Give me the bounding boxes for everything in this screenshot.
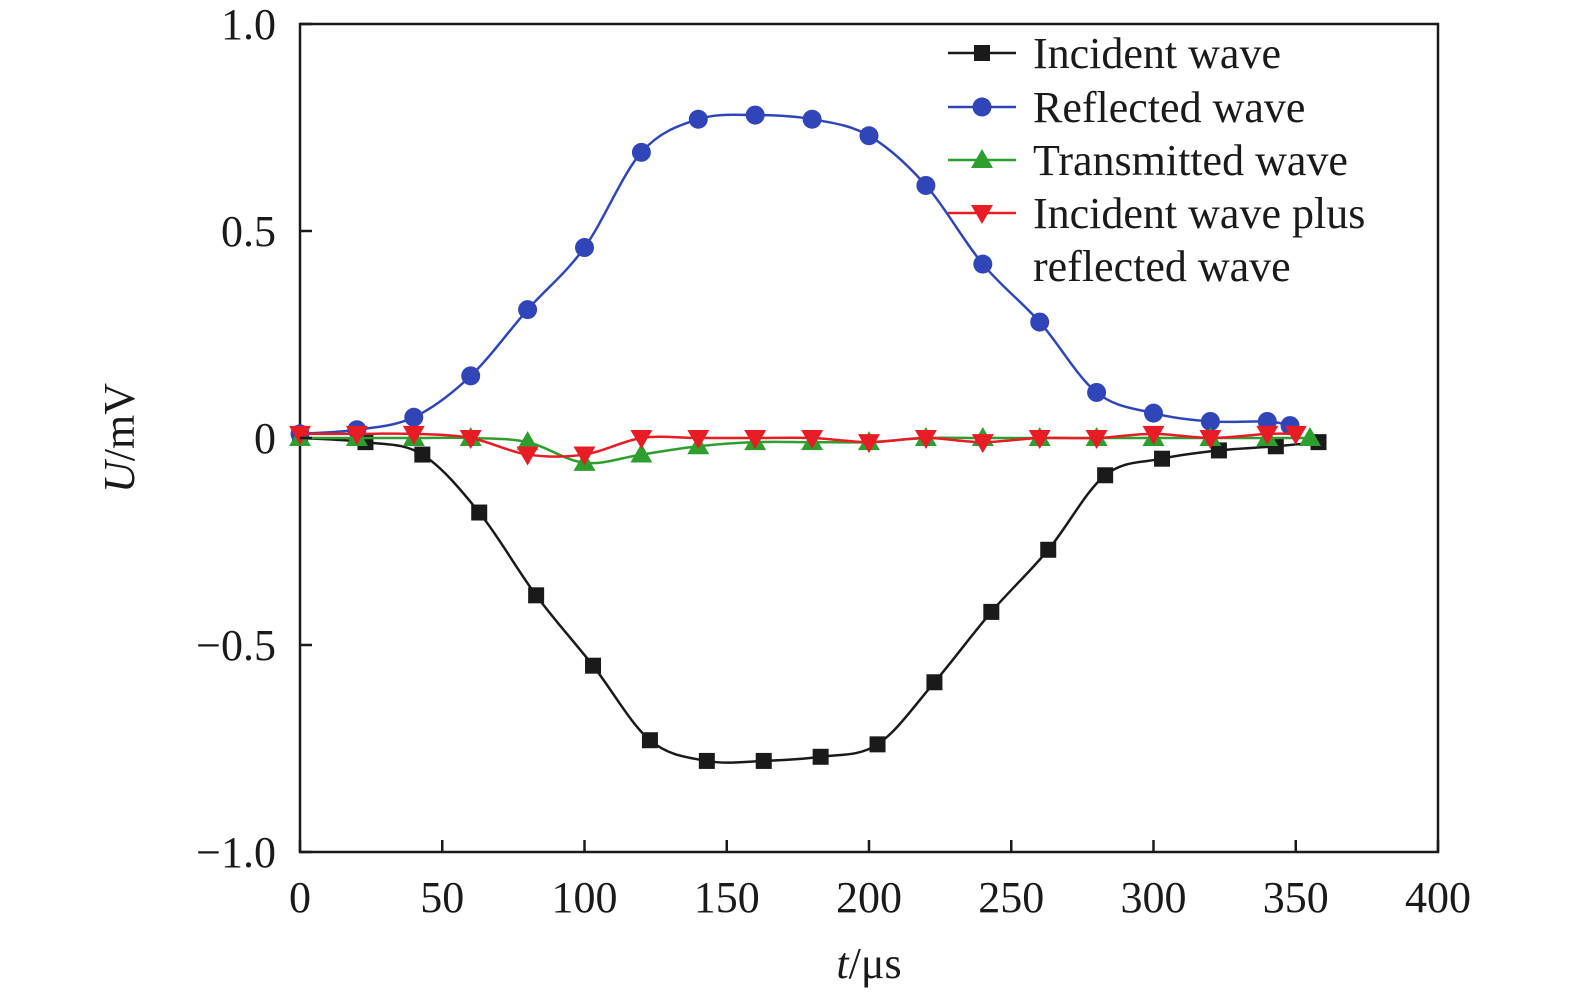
data-point (516, 431, 539, 451)
legend-item: Incident wave (948, 29, 1281, 78)
legend-label: Incident wave (1033, 29, 1281, 78)
data-point (858, 434, 880, 454)
data-point (926, 674, 943, 691)
data-point (630, 430, 653, 449)
y-axis-variable: U (95, 458, 144, 493)
data-point (1142, 425, 1165, 445)
x-tick-label: 0 (289, 873, 311, 922)
x-tick-label: 50 (420, 873, 464, 922)
data-point (1210, 442, 1227, 459)
x-tick-label: 250 (978, 873, 1044, 922)
data-point (801, 430, 824, 449)
data-point (916, 175, 936, 195)
legend-marker (972, 97, 992, 117)
y-tick-label: −1.0 (196, 828, 276, 877)
x-tick-label: 400 (1405, 873, 1471, 922)
x-tick-label: 100 (552, 873, 618, 922)
data-point (1028, 430, 1051, 449)
series-layer (289, 105, 1327, 769)
data-point (1097, 467, 1114, 484)
y-axis-unit: mV (95, 383, 144, 449)
legend-item: Transmitted wave (948, 136, 1348, 185)
data-point (973, 254, 993, 274)
data-point (575, 238, 594, 258)
series-1 (292, 430, 1327, 769)
data-point (744, 430, 767, 449)
data-point (404, 407, 424, 427)
x-tick-label: 150 (694, 873, 760, 922)
data-point (630, 443, 653, 463)
data-point (698, 752, 715, 769)
data-point (414, 446, 431, 463)
data-point (869, 736, 886, 753)
data-point (687, 430, 710, 449)
y-tick-label: 0 (254, 414, 276, 463)
data-point (461, 366, 481, 386)
y-axis-label: U/mV (95, 383, 144, 493)
data-point (345, 425, 368, 445)
x-tick-label: 200 (836, 873, 902, 922)
legend-marker (971, 149, 993, 168)
data-point (631, 142, 651, 162)
data-point (1284, 425, 1307, 445)
data-point (1199, 430, 1222, 449)
x-tick-label: 350 (1263, 873, 1329, 922)
data-point (1087, 382, 1107, 402)
data-point (585, 657, 602, 674)
data-point (688, 109, 708, 129)
data-point (1040, 541, 1057, 558)
data-point (1154, 450, 1171, 467)
legend-label: Incident wave plus (1033, 189, 1365, 238)
y-tick-label: 1.0 (221, 0, 276, 49)
y-tick-label: −0.5 (196, 621, 276, 670)
x-axis-unit: μs (861, 939, 902, 988)
data-point (289, 425, 311, 445)
data-point (528, 587, 545, 604)
axis-layer: 0 50 100 150 200 250 300 350 400 1.0 0.5 0 −0.5 −1.0 (196, 0, 1471, 922)
data-point (1085, 430, 1108, 449)
x-axis-label: t/μs (836, 939, 901, 988)
data-point (755, 752, 772, 769)
data-point (971, 434, 994, 454)
series-line (299, 436, 1319, 764)
data-point (914, 430, 937, 449)
legend-label: reflected wave (1033, 242, 1291, 291)
data-point (1200, 411, 1220, 431)
legend-marker (974, 45, 990, 61)
series-4 (289, 425, 1307, 466)
data-point (471, 504, 488, 521)
data-point (641, 732, 658, 749)
data-point (516, 446, 539, 466)
data-point (802, 109, 822, 129)
data-point (812, 748, 829, 765)
data-point (859, 126, 879, 146)
data-point (1144, 403, 1163, 423)
legend-item: Reflected wave (948, 83, 1305, 132)
data-point (402, 425, 425, 445)
data-point (1030, 312, 1050, 332)
data-point (518, 300, 538, 320)
data-point (745, 105, 765, 125)
y-tick-label: 0.5 (221, 207, 276, 256)
data-point (1256, 425, 1279, 445)
x-tick-label: 300 (1121, 873, 1187, 922)
legend-label: Reflected wave (1033, 83, 1305, 132)
legend-marker (971, 205, 993, 224)
data-point (573, 446, 596, 466)
x-axis-variable: t (836, 939, 850, 988)
legend-label: Transmitted wave (1033, 136, 1348, 185)
data-point (459, 430, 482, 449)
data-point (983, 603, 1000, 620)
data-point (1298, 427, 1321, 446)
